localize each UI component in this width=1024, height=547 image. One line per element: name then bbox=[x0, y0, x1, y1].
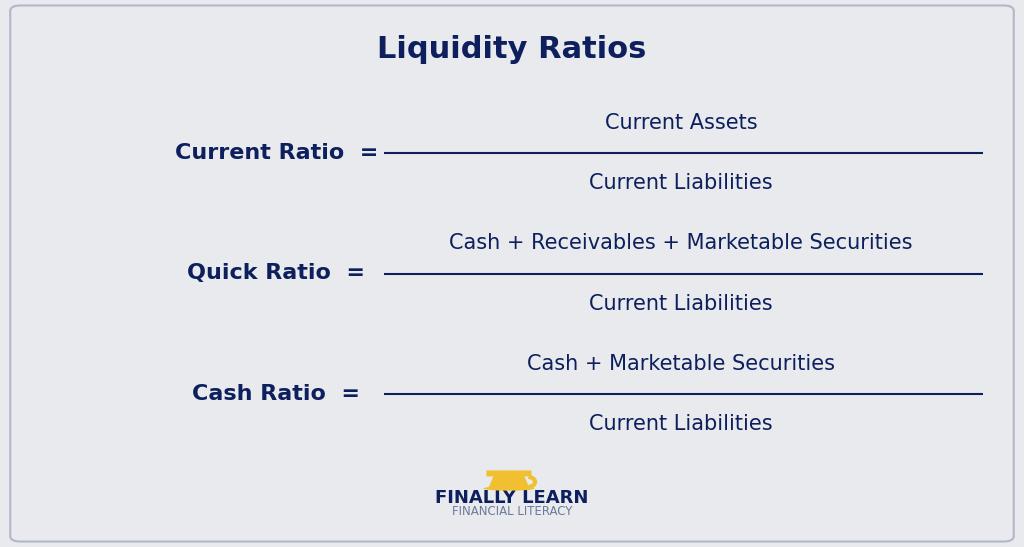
Text: Cash + Receivables + Marketable Securities: Cash + Receivables + Marketable Securiti… bbox=[450, 234, 912, 253]
Text: Cash Ratio  =: Cash Ratio = bbox=[193, 384, 360, 404]
Text: Current Liabilities: Current Liabilities bbox=[589, 294, 773, 313]
Text: Current Assets: Current Assets bbox=[604, 113, 758, 133]
Text: FINALLY LEARN: FINALLY LEARN bbox=[435, 489, 589, 507]
Text: FINANCIAL LITERACY: FINANCIAL LITERACY bbox=[452, 505, 572, 519]
Text: Current Liabilities: Current Liabilities bbox=[589, 173, 773, 193]
Polygon shape bbox=[488, 476, 529, 488]
Ellipse shape bbox=[483, 486, 535, 491]
Text: Current Liabilities: Current Liabilities bbox=[589, 414, 773, 434]
FancyBboxPatch shape bbox=[10, 5, 1014, 542]
Text: Liquidity Ratios: Liquidity Ratios bbox=[377, 34, 647, 64]
Text: Current Ratio  =: Current Ratio = bbox=[175, 143, 378, 163]
Text: Quick Ratio  =: Quick Ratio = bbox=[187, 264, 366, 283]
Text: Cash + Marketable Securities: Cash + Marketable Securities bbox=[527, 354, 835, 374]
FancyBboxPatch shape bbox=[486, 470, 531, 476]
